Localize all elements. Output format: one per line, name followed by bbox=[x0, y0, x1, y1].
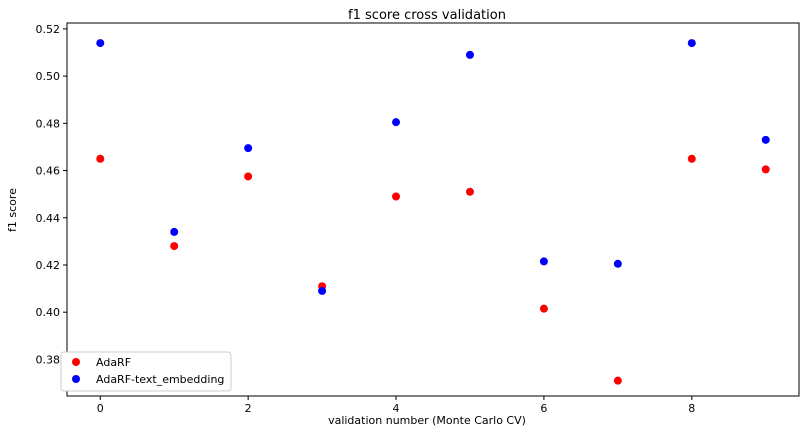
x-axis-label: validation number (Monte Carlo CV) bbox=[328, 414, 526, 427]
x-tick-label: 2 bbox=[245, 402, 252, 415]
point-series-0 bbox=[687, 154, 696, 163]
point-series-0 bbox=[613, 376, 622, 385]
y-tick-label: 0.48 bbox=[36, 117, 61, 130]
point-series-1 bbox=[244, 144, 253, 153]
y-tick-label: 0.44 bbox=[36, 212, 61, 225]
y-tick-label: 0.40 bbox=[36, 306, 61, 319]
legend-label-adarf: AdaRF bbox=[96, 356, 131, 369]
point-series-0 bbox=[244, 172, 253, 181]
x-tick-label: 8 bbox=[688, 402, 695, 415]
point-series-1 bbox=[318, 286, 327, 295]
x-tick-label: 0 bbox=[97, 402, 104, 415]
point-series-1 bbox=[392, 118, 401, 127]
plot-frame bbox=[66, 22, 800, 397]
y-tick-label: 0.42 bbox=[36, 259, 61, 272]
x-axis: 0 2 4 6 8 bbox=[97, 396, 695, 415]
legend: AdaRF AdaRF-text_embedding bbox=[60, 351, 232, 392]
point-series-0 bbox=[96, 154, 105, 163]
y-tick-label: 0.46 bbox=[36, 165, 61, 178]
legend-marker-adarf bbox=[72, 358, 80, 366]
point-series-1 bbox=[613, 259, 622, 268]
point-series-1 bbox=[539, 257, 548, 266]
legend-label-adarf-text-embedding: AdaRF-text_embedding bbox=[96, 373, 224, 386]
point-series-0 bbox=[761, 165, 770, 174]
point-series-1 bbox=[465, 50, 474, 59]
y-axis-label: f1 score bbox=[6, 188, 19, 232]
y-tick-label: 0.38 bbox=[36, 353, 61, 366]
x-tick-label: 4 bbox=[393, 402, 400, 415]
legend-box bbox=[60, 351, 232, 392]
point-series-0 bbox=[539, 304, 548, 313]
point-series-0 bbox=[170, 242, 179, 251]
data-points bbox=[96, 39, 770, 385]
chart-title: f1 score cross validation bbox=[348, 8, 506, 23]
point-series-1 bbox=[761, 135, 770, 144]
y-axis: 0.38 0.40 0.42 0.44 0.46 0.48 0.50 0.52 bbox=[36, 23, 67, 366]
y-tick-label: 0.50 bbox=[36, 70, 61, 83]
point-series-1 bbox=[96, 39, 105, 48]
point-series-0 bbox=[465, 187, 474, 196]
x-tick-label: 6 bbox=[540, 402, 547, 415]
y-tick-label: 0.52 bbox=[36, 23, 61, 36]
point-series-1 bbox=[170, 227, 179, 236]
point-series-0 bbox=[392, 192, 401, 201]
legend-marker-adarf-text-embedding bbox=[72, 375, 80, 383]
point-series-1 bbox=[687, 39, 696, 48]
